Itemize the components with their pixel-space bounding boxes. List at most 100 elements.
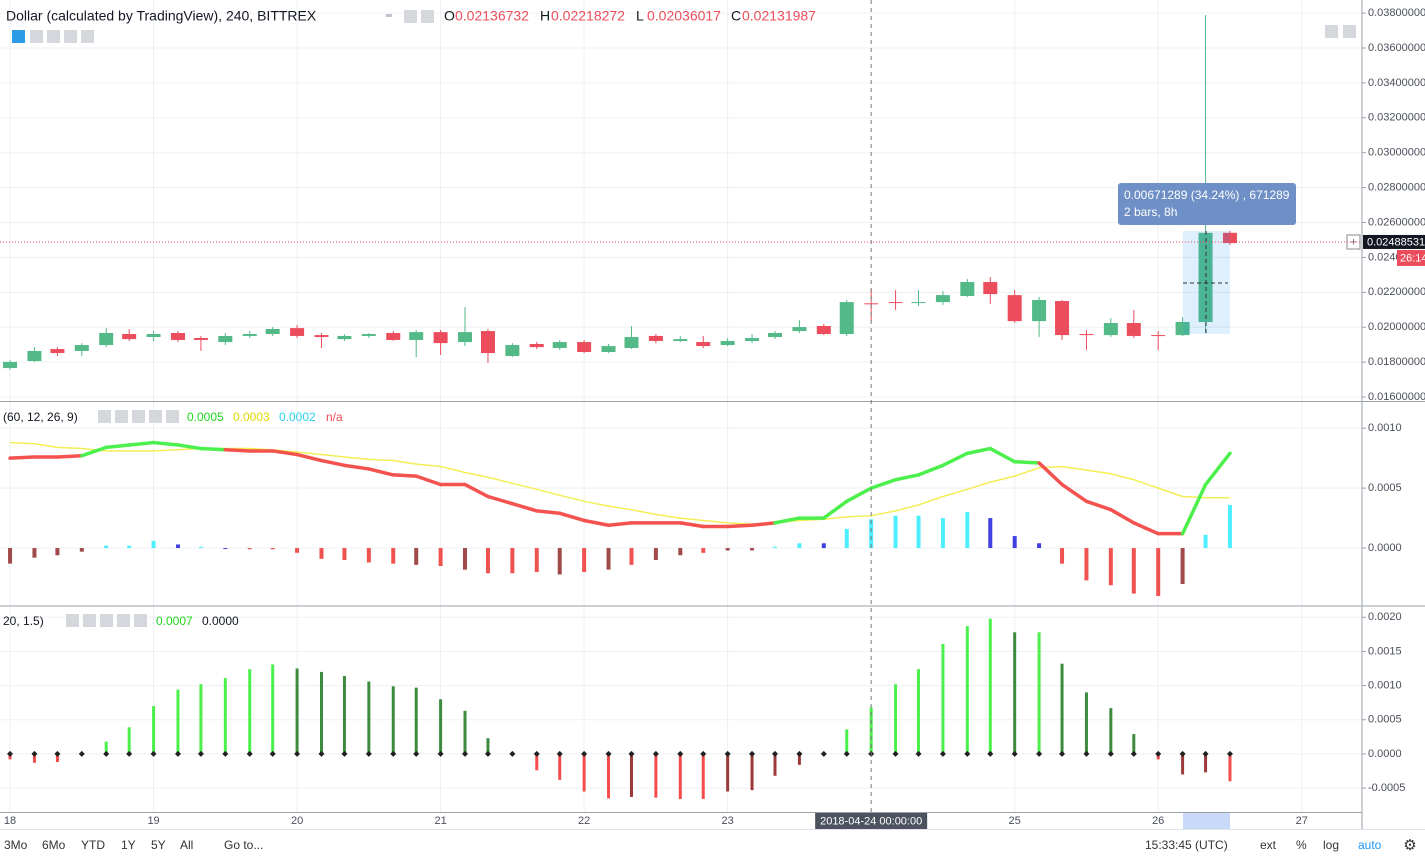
icon-button[interactable] xyxy=(421,10,434,23)
zero-cross-marker xyxy=(197,750,204,757)
ohlc-key: L xyxy=(636,8,644,24)
zero-cross-marker xyxy=(31,750,38,757)
icon-button[interactable] xyxy=(115,410,128,423)
histogram-bar xyxy=(1132,734,1136,754)
histogram-bar xyxy=(1181,753,1185,775)
icon-button[interactable] xyxy=(81,30,94,43)
zero-cross-marker xyxy=(365,750,372,757)
zero-cross-marker xyxy=(724,750,731,757)
candle-body xyxy=(648,335,663,342)
x-tick-label: 19 xyxy=(147,815,159,827)
indicator-line-segment xyxy=(988,446,1017,464)
zero-cross-marker xyxy=(318,750,325,757)
indicator-line-segment xyxy=(463,482,490,499)
icon-button[interactable] xyxy=(404,10,417,23)
histogram-bar xyxy=(367,681,371,754)
scale-option[interactable]: auto xyxy=(1358,838,1382,852)
indicator-line-segment xyxy=(151,440,180,447)
histogram-bar xyxy=(271,664,275,754)
histogram-bar xyxy=(869,519,874,549)
histogram-bar xyxy=(127,727,131,754)
indicator-params: (60, 12, 26, 9) xyxy=(3,410,78,424)
histogram-bar xyxy=(510,548,515,574)
zero-cross-marker xyxy=(150,750,157,757)
indicator-line-segment xyxy=(55,453,84,459)
icon-button[interactable] xyxy=(1325,25,1338,38)
indicator-line-segment xyxy=(391,473,418,478)
icon-button[interactable] xyxy=(98,410,111,423)
indicator-line-segment xyxy=(127,440,156,447)
x-tick-label: 20 xyxy=(291,815,303,827)
icon-button[interactable] xyxy=(100,614,113,627)
histogram-bar xyxy=(152,706,156,754)
range-button[interactable]: 3Mo xyxy=(4,838,28,852)
icon-button[interactable] xyxy=(117,614,130,627)
range-button[interactable]: All xyxy=(180,838,193,852)
countdown-label: 26:14 xyxy=(1400,252,1425,264)
settings-icon[interactable]: ⚙ xyxy=(1403,837,1416,854)
zero-cross-marker xyxy=(437,750,444,757)
candle-body xyxy=(816,326,831,335)
indicator-line-segment xyxy=(223,448,252,453)
candle-body xyxy=(265,328,280,335)
icon-button[interactable] xyxy=(83,614,96,627)
range-button[interactable]: 1Y xyxy=(121,838,136,852)
candle-body xyxy=(193,338,208,340)
histogram-bar xyxy=(342,676,346,754)
zero-cross-marker xyxy=(915,750,922,757)
histogram-bar xyxy=(629,548,634,565)
icon-button[interactable] xyxy=(64,30,77,43)
histogram-bar xyxy=(988,518,993,549)
candle-body xyxy=(314,335,329,337)
histogram-bar xyxy=(557,548,562,575)
candle-body xyxy=(935,295,950,303)
icon-button[interactable] xyxy=(134,614,147,627)
icon-button[interactable] xyxy=(66,614,79,627)
indicator-line-segment xyxy=(1084,499,1113,512)
icon-button[interactable] xyxy=(149,410,162,423)
histogram-bar xyxy=(750,548,755,551)
candle-body xyxy=(480,331,495,354)
histogram-bar xyxy=(176,689,180,754)
scale-option[interactable]: % xyxy=(1296,838,1307,852)
histogram-bar xyxy=(247,548,252,550)
zero-cross-marker xyxy=(964,750,971,757)
range-button[interactable]: YTD xyxy=(81,838,105,852)
zero-cross-marker xyxy=(103,750,110,757)
histogram-bar xyxy=(79,548,84,552)
indicator-line-segment xyxy=(725,523,754,529)
candle-body xyxy=(1126,323,1141,336)
crosshair-tag xyxy=(815,813,928,829)
icon-button[interactable] xyxy=(166,410,179,423)
scale-option[interactable]: log xyxy=(1323,838,1339,852)
icon-button[interactable] xyxy=(132,410,145,423)
range-button[interactable]: 5Y xyxy=(151,838,166,852)
icon-button[interactable] xyxy=(1343,25,1356,38)
histogram-bar xyxy=(1013,632,1017,754)
histogram-bar xyxy=(414,548,419,565)
histogram-bar xyxy=(1084,692,1088,754)
zero-cross-marker xyxy=(605,750,612,757)
eye-button[interactable] xyxy=(12,30,25,43)
icon-button[interactable] xyxy=(30,30,43,43)
histogram-bar xyxy=(295,668,299,754)
indicator-line-segment xyxy=(486,494,515,506)
candle-body xyxy=(888,302,903,304)
histogram-bar xyxy=(797,543,802,549)
indicator-line-segment xyxy=(893,473,921,482)
histogram-bar xyxy=(654,753,658,798)
histogram-bar xyxy=(319,548,324,559)
histogram-bar xyxy=(1131,548,1136,594)
zero-cross-marker xyxy=(700,750,707,757)
candle-body xyxy=(361,334,376,336)
dropdown-icon[interactable] xyxy=(386,14,392,17)
zero-cross-marker xyxy=(390,750,397,757)
candle-body xyxy=(1032,300,1047,322)
range-button[interactable]: 6Mo xyxy=(42,838,66,852)
scale-option[interactable]: ext xyxy=(1260,838,1277,852)
goto-button[interactable]: Go to... xyxy=(224,838,263,852)
icon-button[interactable] xyxy=(47,30,60,43)
zero-cross-marker xyxy=(533,750,540,757)
ohlc-key: C xyxy=(731,8,741,24)
